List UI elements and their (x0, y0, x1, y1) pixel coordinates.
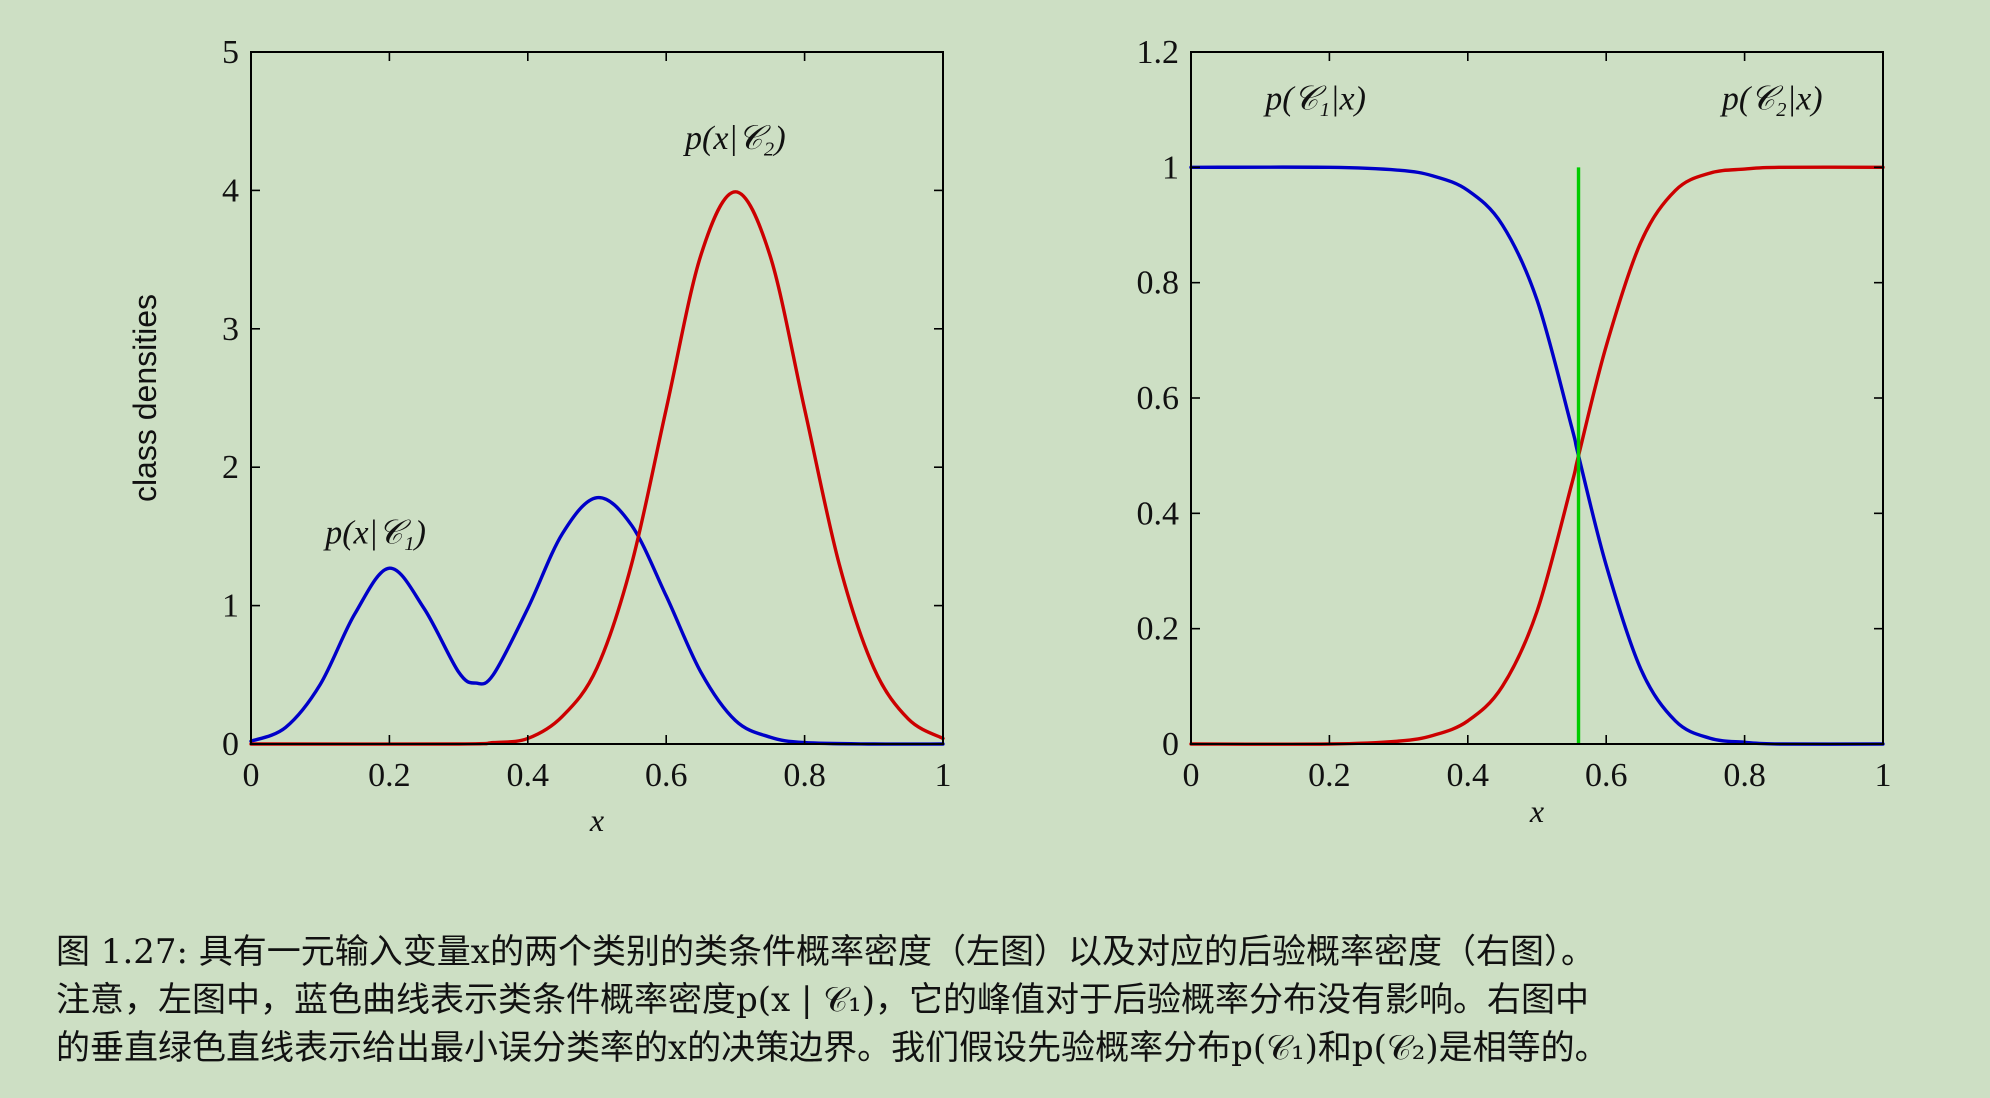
left-x-tick-label: 0.4 (507, 757, 550, 794)
left-x-tick-label: 0.6 (645, 757, 688, 794)
right-x-axis-title: x (1529, 793, 1544, 829)
left-annotation-1: p(x|𝒞₁) (323, 514, 426, 551)
caption-line-3: 的垂直绿色直线表示给出最小误分类率的x的决策边界。我们假设先验概率分布p(𝒞₁)… (56, 1028, 1609, 1068)
left-y-tick-label: 4 (222, 172, 239, 209)
right-x-tick-label: 0.6 (1585, 757, 1628, 794)
left-x-tick-label: 0 (243, 757, 260, 794)
left-y-tick-label: 2 (222, 449, 239, 486)
left-x-tick-label: 0.2 (368, 757, 411, 794)
left-x-tick-label: 1 (935, 757, 952, 794)
left-y-tick-label: 3 (222, 311, 239, 348)
right-y-tick-label: 1.2 (1137, 34, 1180, 71)
left-series-line-2 (249, 190, 945, 746)
right-y-tick-label: 0 (1162, 726, 1179, 763)
right-x-tick-label: 1 (1875, 757, 1892, 794)
chart-left-class-densities: 0 0.2 0.4 0.6 0.8 1 0 1 2 3 4 5 x class densities p(x|… (127, 34, 952, 838)
right-x-tick-label: 0.8 (1723, 757, 1766, 794)
right-series-line-2 (1189, 165, 1885, 746)
left-annotation-2: p(x|𝒞₂) (683, 120, 786, 157)
figure-caption: 图 1.27: 具有一元输入变量x的两个类别的类条件概率密度（左图）以及对应的后… (56, 928, 1956, 1072)
caption-line-2: 注意，左图中，蓝色曲线表示类条件概率密度p(x | 𝒞₁)，它的峰值对于后验概率… (56, 980, 1589, 1020)
right-y-tick-label: 0.8 (1137, 265, 1180, 302)
left-y-tick-label: 1 (222, 588, 239, 625)
right-series-line-1 (1189, 165, 1885, 746)
left-y-tick-label: 5 (222, 34, 239, 71)
left-y-axis-title: class densities (127, 294, 163, 502)
left-y-tick-label: 0 (222, 726, 239, 763)
caption-line-1: 图 1.27: 具有一元输入变量x的两个类别的类条件概率密度（左图）以及对应的后… (56, 932, 1595, 972)
right-y-tick-label: 0.4 (1137, 495, 1180, 532)
right-y-tick-label: 1 (1162, 149, 1179, 186)
right-y-tick-label: 0.2 (1137, 611, 1180, 648)
right-annotation-2: p(𝒞₂|x) (1720, 81, 1823, 118)
left-plot-frame (250, 51, 944, 745)
left-x-axis-title: x (589, 802, 604, 838)
right-plot-frame (1190, 51, 1884, 745)
left-series-line-1 (249, 495, 945, 746)
right-annotation-1: p(𝒞₁|x) (1263, 81, 1366, 118)
right-y-tick-label: 0.6 (1137, 380, 1180, 417)
right-x-tick-label: 0 (1183, 757, 1200, 794)
right-x-tick-label: 0.2 (1308, 757, 1351, 794)
charts-svg: 0 0.2 0.4 0.6 0.8 1 0 1 2 3 4 5 x class densities p(x|… (127, 34, 1892, 838)
chart-right-posteriors: 0 0.2 0.4 0.6 0.8 1 0 0.2 0.4 0.6 0.8 1 1.2 x p(𝒞₁|x) p… (1137, 34, 1892, 829)
right-x-tick-label: 0.4 (1447, 757, 1490, 794)
left-x-tick-label: 0.8 (783, 757, 826, 794)
